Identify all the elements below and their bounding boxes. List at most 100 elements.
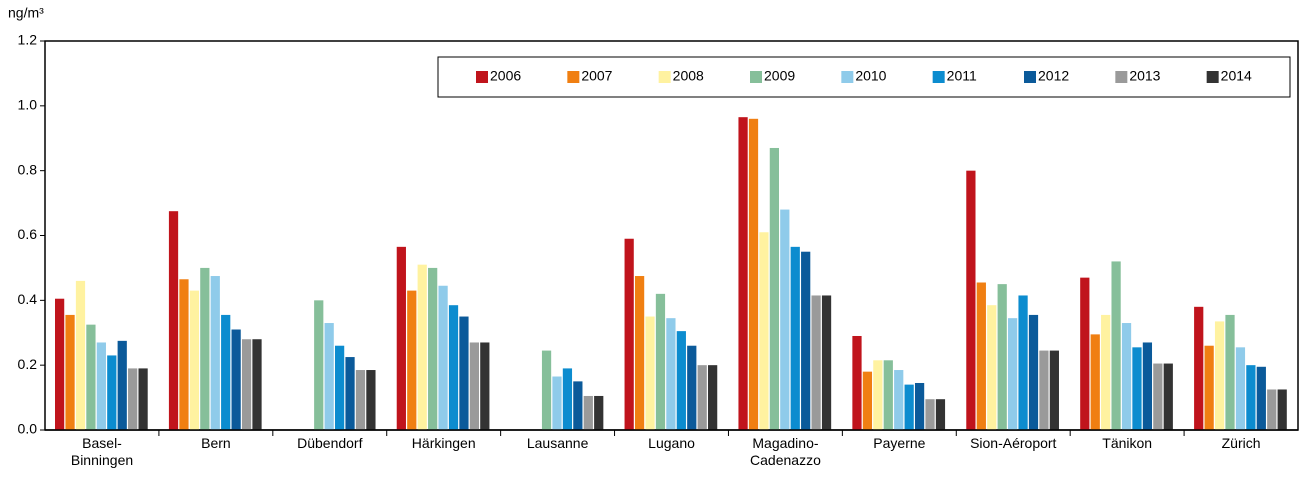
x-tick-label: Sion-Aéroport: [970, 435, 1057, 451]
y-axis-label: ng/m³: [8, 5, 44, 21]
bar: [314, 300, 324, 430]
bar: [107, 355, 117, 430]
bar: [1121, 323, 1132, 430]
y-tick-label: 0.8: [18, 161, 38, 177]
bar: [1090, 334, 1100, 430]
legend-label: 2011: [947, 68, 977, 84]
bar: [210, 276, 220, 430]
bar: [852, 335, 862, 430]
bar: [231, 329, 241, 430]
bar: [759, 232, 769, 430]
bar: [862, 371, 873, 430]
bar: [573, 381, 583, 430]
bar: [883, 360, 893, 430]
bar: [448, 305, 459, 430]
bar: [904, 384, 914, 430]
legend-box: [437, 56, 1291, 98]
bar: [241, 339, 252, 430]
bar: [355, 370, 366, 430]
bar: [1049, 350, 1059, 430]
bar: [821, 295, 832, 430]
legend-swatch: [1024, 71, 1036, 83]
bar: [1194, 306, 1204, 430]
legend-label: 2006: [490, 68, 521, 84]
legend-label: 2008: [673, 68, 704, 84]
x-tick-label: Lausanne: [526, 435, 589, 451]
legend-label: 2014: [1221, 68, 1252, 84]
bar: [801, 251, 811, 430]
bar: [469, 342, 480, 430]
bar: [997, 284, 1007, 430]
x-tick-label: Dübendorf: [297, 435, 363, 451]
bar: [179, 279, 189, 430]
bar: [200, 267, 210, 430]
bar: [1225, 314, 1235, 430]
y-tick-label: 0.0: [18, 421, 38, 437]
bar: [1235, 347, 1246, 430]
bar: [1277, 389, 1287, 430]
bar: [634, 276, 645, 430]
legend-swatch: [932, 71, 945, 83]
x-tick-label: Payerne: [873, 435, 926, 451]
bar: [562, 368, 573, 430]
bar: [324, 323, 334, 430]
bar: [396, 246, 406, 430]
legend-label: 2007: [581, 68, 612, 84]
legend-swatch: [841, 71, 854, 83]
bar: [1028, 314, 1039, 430]
legend-swatch: [476, 71, 488, 83]
bar: [738, 117, 748, 430]
y-tick-label: 0.4: [18, 291, 38, 307]
legend-swatch: [1206, 71, 1219, 83]
bar: [417, 264, 427, 430]
bar: [65, 314, 75, 430]
bar: [345, 357, 355, 430]
bar: [480, 342, 490, 430]
x-tick-label: Lugano: [648, 435, 695, 451]
y-tick-label: 1.2: [18, 32, 38, 48]
bar: [708, 365, 718, 430]
y-tick-label: 0.6: [18, 226, 38, 242]
bar: [168, 211, 179, 430]
bar: [407, 290, 417, 430]
legend-label: 2009: [764, 68, 795, 84]
bar: [1204, 345, 1214, 430]
bar: [221, 314, 231, 430]
bar: [1214, 321, 1225, 430]
bar: [594, 395, 604, 430]
bar: [86, 324, 96, 430]
bar: [666, 318, 676, 430]
bar: [96, 342, 106, 430]
bar: [894, 370, 904, 430]
bar: [552, 376, 562, 430]
bar: [1132, 347, 1142, 430]
bar: [987, 305, 997, 430]
bar: [138, 368, 148, 430]
legend-swatch: [750, 71, 762, 83]
bar: [1267, 389, 1277, 430]
y-tick-label: 1.0: [18, 97, 38, 113]
bar: [1163, 363, 1173, 430]
bar: [873, 360, 883, 430]
bar: [459, 316, 469, 430]
bar: [925, 399, 935, 430]
bar: [334, 345, 345, 430]
bar: [811, 295, 821, 430]
bar: [189, 290, 200, 430]
bar: [117, 340, 127, 430]
legend-label: 2013: [1129, 68, 1160, 84]
x-tick-label: Härkingen: [411, 435, 476, 451]
bar: [428, 267, 438, 430]
x-tick-label: Bern: [201, 435, 231, 451]
bar: [55, 298, 65, 430]
x-tick-label: Magadino- Cadenazzo: [750, 435, 821, 468]
x-tick-label: Tänikon: [1102, 435, 1153, 451]
bar: [1018, 295, 1028, 430]
bar: [1153, 363, 1163, 430]
bar: [252, 339, 262, 430]
legend-swatch: [658, 71, 671, 83]
bar: [645, 316, 655, 430]
y-tick-label: 0.2: [18, 356, 38, 372]
